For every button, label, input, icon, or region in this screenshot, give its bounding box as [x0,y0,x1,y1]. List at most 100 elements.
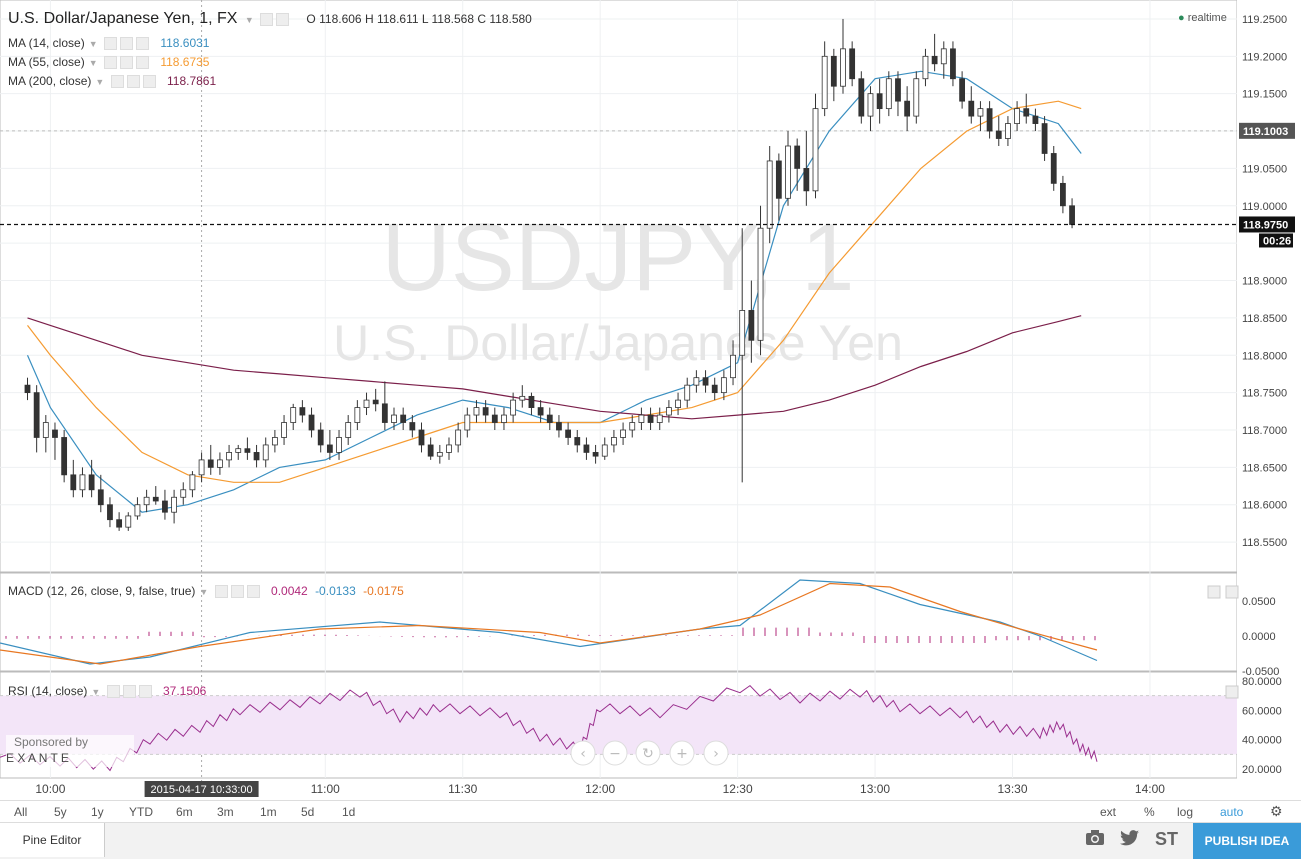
ma-line-2 [27,100,1082,483]
zoom-control-button[interactable] [669,740,695,766]
candle-body [711,384,718,394]
ma14-legend[interactable]: MA (14, close) ▼ 118.6031 [8,36,210,51]
pane-maximize-button[interactable] [1225,685,1239,699]
candle-body [33,392,40,438]
macd-close-icon[interactable] [246,585,260,599]
candle-body [730,354,736,379]
range-3m[interactable]: 3m [217,805,234,819]
macd-value-3: -0.0175 [363,584,404,598]
zoom-control-icon[interactable]: ↻ [642,746,654,762]
symbol-dropdown-icon[interactable]: ▼ [244,15,254,25]
ma14-visibility-icon[interactable] [103,37,117,51]
percent-toggle[interactable]: % [1144,805,1155,819]
candle-body [70,474,77,491]
range-1d[interactable]: 1d [342,805,356,819]
zoom-control-icon[interactable]: + [676,746,688,762]
price-tick-label: 118.8000 [1242,350,1287,362]
zoom-control-icon[interactable]: › [713,746,719,762]
macd-settings-icon[interactable] [230,585,244,599]
candle-body [647,414,654,423]
range-1y[interactable]: 1y [91,805,104,819]
candle-body [959,78,966,102]
ma55-visibility-icon[interactable] [103,56,117,70]
price-chart-svg[interactable]: USDJPY, 1U.S. Dollar/Japanese Yen 119.250… [0,0,1301,800]
pine-editor-tab[interactable]: Pine Editor [0,823,105,857]
rsi-visibility-icon[interactable] [106,685,120,699]
candle-body [812,108,819,192]
ma55-settings-icon[interactable] [119,56,133,70]
cursor-time-tag [144,781,259,797]
ext-toggle[interactable]: ext [1100,805,1117,819]
range-all[interactable]: All [14,805,28,819]
candle-body [400,414,407,423]
twitter-icon[interactable] [1120,829,1140,852]
sponsor-badge[interactable]: Sponsored by E X A N T E [6,735,134,767]
candle-body [821,55,828,110]
ma200-settings-icon[interactable] [126,75,140,89]
publish-idea-button[interactable]: PUBLISH IDEA [1193,823,1301,859]
zoom-control-icon[interactable]: ‹ [580,746,586,762]
time-tick-label: 12:00 [585,782,615,796]
candle-body [528,395,535,408]
candle-body [107,504,113,521]
ma55-legend[interactable]: MA (55, close) ▼ 118.6735 [8,55,210,70]
watermark-name: U.S. Dollar/Japanese Yen [333,315,903,371]
rsi-settings-icon[interactable] [122,685,136,699]
zoom-control-icon[interactable]: − [609,746,621,762]
rsi-legend[interactable]: RSI (14, close) ▼ 37.1506 [8,684,207,699]
candle-body [702,377,709,386]
price-tick-label: 118.5500 [1242,537,1287,549]
time-tick-label: 13:30 [997,782,1027,796]
rsi-close-icon[interactable] [138,685,152,699]
candle-body [409,422,416,431]
candle-body [794,145,801,169]
auto-toggle[interactable]: auto [1220,805,1244,819]
macd-visibility-icon[interactable] [214,585,228,599]
candle-body [244,448,251,453]
candle-body [1014,108,1020,124]
ma200-label: MA (200, close) [8,74,92,88]
candle-body [510,399,517,416]
ma55-close-icon[interactable] [135,56,149,70]
camera-icon[interactable] [1085,829,1105,852]
visibility-icon[interactable] [260,13,274,27]
ma200-legend[interactable]: MA (200, close) ▼ 118.7861 [8,74,217,89]
range-1m[interactable]: 1m [260,805,277,819]
high-value: 118.611 [376,12,419,26]
candle-body [152,496,159,502]
ma14-close-icon[interactable] [135,37,149,51]
cursor-time-label: 2015-04-17 10:33:00 [151,784,253,796]
pane-maximize-button[interactable] [1207,585,1221,599]
candle-body [830,55,837,87]
gear-icon[interactable]: ⚙ [1270,803,1283,819]
ma200-close-icon[interactable] [142,75,156,89]
range-ytd[interactable]: YTD [129,805,153,819]
candle-body [739,310,746,356]
range-5d[interactable]: 5d [301,805,315,819]
candle-body [61,437,68,476]
candle-body [345,422,352,438]
zoom-control-button[interactable] [602,740,628,766]
settings-icon[interactable] [276,13,290,27]
candle-body [885,78,892,110]
zoom-control-button[interactable] [635,740,661,766]
candle-body [931,55,938,65]
candle-body [895,78,901,102]
candle-body [803,168,810,192]
zoom-control-button[interactable] [703,740,729,766]
range-6m[interactable]: 6m [176,805,193,819]
candle-body [601,444,608,457]
log-toggle[interactable]: log [1177,805,1194,819]
price-tick-label: 119.0000 [1242,201,1287,213]
range-5y[interactable]: 5y [54,805,67,819]
chart-area[interactable]: USDJPY, 1 U.S. Dollar/Japanese Yen 119.250… [0,0,1301,800]
candle-body [867,93,874,117]
ma14-settings-icon[interactable] [119,37,133,51]
pane-maximize-button[interactable] [1225,585,1239,599]
low-value: 118.568 [431,12,475,26]
stocktwits-icon[interactable]: ST [1155,829,1179,849]
ma200-visibility-icon[interactable] [110,75,124,89]
zoom-control-button[interactable] [570,740,596,766]
macd-tick-label: 0.0000 [1242,631,1276,643]
macd-legend[interactable]: MACD (12, 26, close, 9, false, true) ▼ 0.… [8,584,404,599]
